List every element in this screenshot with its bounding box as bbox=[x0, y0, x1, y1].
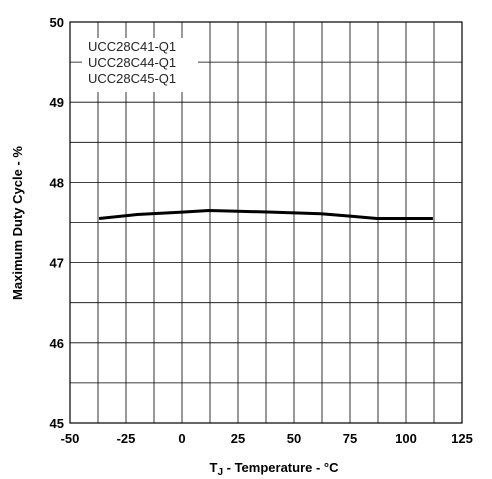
x-tick-label: -50 bbox=[61, 431, 80, 446]
x-axis-title: TJ - Temperature - °C bbox=[210, 460, 340, 478]
legend-entry: UCC28C44-Q1 bbox=[88, 55, 176, 70]
grid-lines bbox=[70, 22, 462, 423]
plot-frame bbox=[69, 21, 463, 424]
y-tick-label: 48 bbox=[50, 175, 64, 190]
y-axis-title: Maximum Duty Cycle - % bbox=[10, 146, 25, 300]
x-axis-title-subscript: J bbox=[217, 467, 223, 478]
tick-labels: -50 -25 0 25 50 75 100 125 45 46 47 48 49 50 bbox=[50, 15, 473, 446]
x-tick-label: 0 bbox=[178, 431, 185, 446]
legend-entry: UCC28C45-Q1 bbox=[88, 71, 176, 86]
y-tick-label: 50 bbox=[50, 15, 64, 30]
y-tick-label: 46 bbox=[50, 336, 64, 351]
y-tick-label: 49 bbox=[50, 95, 64, 110]
series-line bbox=[98, 209, 433, 220]
x-axis-title-main: T bbox=[210, 460, 218, 475]
legend-entry: UCC28C41-Q1 bbox=[88, 39, 176, 54]
x-tick-label: 125 bbox=[451, 431, 473, 446]
y-tick-label: 47 bbox=[50, 256, 64, 271]
legend-background bbox=[82, 38, 198, 92]
x-tick-label: 100 bbox=[395, 431, 417, 446]
x-tick-label: 75 bbox=[343, 431, 357, 446]
x-tick-label: -25 bbox=[117, 431, 136, 446]
x-tick-label: 50 bbox=[287, 431, 301, 446]
x-tick-label: 25 bbox=[231, 431, 245, 446]
plot-border bbox=[69, 21, 463, 424]
series-layer bbox=[98, 209, 433, 220]
y-tick-label: 45 bbox=[50, 416, 64, 431]
x-axis-title-rest: - Temperature - °C bbox=[223, 460, 339, 475]
